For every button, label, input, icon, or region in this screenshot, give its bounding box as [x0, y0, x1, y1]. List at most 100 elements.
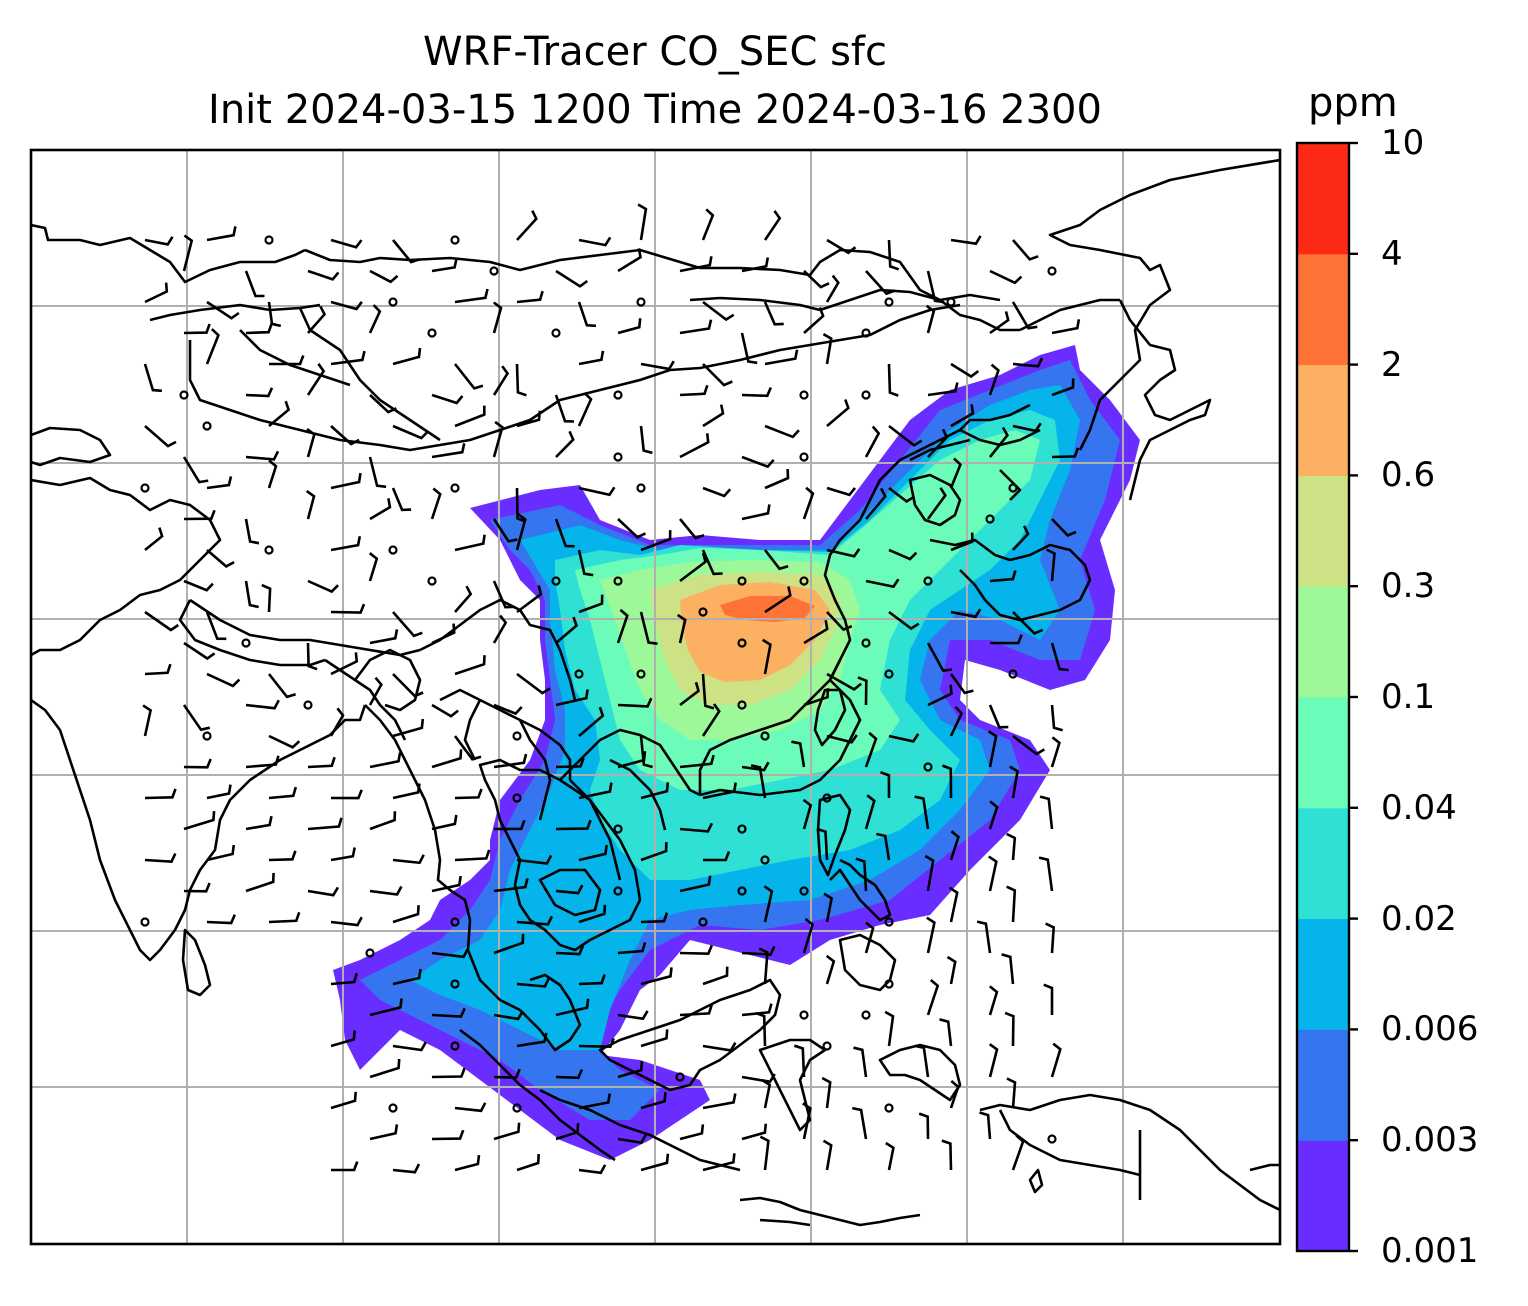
wind-barb [144, 852, 177, 864]
wind-barb [759, 1135, 770, 1171]
wind-barb [701, 703, 721, 737]
wind-barb [144, 788, 177, 800]
wind-barb [307, 886, 340, 897]
wind-barb [330, 972, 359, 986]
calm-wind-circle [1008, 483, 1018, 493]
wind-barb [1012, 734, 1045, 756]
calm-wind-circle [985, 514, 995, 524]
wind-barb [369, 1058, 401, 1079]
wind-barb [369, 269, 399, 284]
wind-barb [454, 405, 486, 428]
wind-barb [245, 872, 275, 893]
concentration-field [333, 345, 1140, 1160]
wind-barb [637, 203, 648, 241]
wind-barb [453, 735, 482, 761]
wind-barb [825, 274, 840, 303]
wind-barb [927, 382, 959, 397]
wind-barb [391, 487, 412, 512]
wind-barb [864, 794, 876, 830]
wind-barb [1050, 1042, 1062, 1078]
wind-barb [1012, 422, 1042, 433]
calm-wind-circle [388, 297, 398, 307]
wind-barb [888, 610, 920, 631]
wind-barb [822, 332, 833, 365]
wind-barb [183, 579, 214, 592]
wind-barb [826, 734, 858, 744]
colorbar-segment [1297, 918, 1349, 1030]
wind-barb [307, 269, 340, 281]
chart-title-line2: Init 2024-03-15 1200 Time 2024-03-16 230… [208, 87, 1102, 133]
wind-barb [268, 355, 305, 366]
calm-wind-circle [884, 669, 894, 679]
wind-barb [617, 1010, 649, 1021]
calm-wind-circle [636, 483, 646, 493]
wind-barb [679, 384, 709, 397]
wind-barb [884, 1010, 895, 1047]
calm-wind-circle [427, 576, 437, 586]
calm-wind-circle [512, 1103, 522, 1113]
wind-barb [515, 363, 527, 397]
wind-barb [679, 433, 710, 459]
colorbar-tick-label: 4 [1381, 233, 1403, 274]
wind-barb [950, 532, 974, 552]
wind-barb [888, 424, 923, 447]
wind-barb [493, 753, 528, 769]
wind-barb [791, 740, 806, 768]
wind-barb [988, 704, 1009, 729]
calm-wind-circle [551, 576, 561, 586]
wind-barb [244, 580, 259, 609]
wind-barb [1012, 357, 1044, 368]
wind-barb [144, 425, 177, 448]
wind-barb [245, 450, 280, 461]
wind-barb [763, 549, 789, 571]
wind-barb [918, 1112, 930, 1140]
wind-barb [927, 428, 949, 458]
wind-barb [822, 1139, 833, 1171]
wind-barb [182, 704, 211, 732]
wind-barb [1001, 953, 1015, 985]
wind-barb [802, 798, 813, 830]
wind-barb [369, 394, 397, 414]
wind-barb [825, 954, 836, 985]
colorbar-segment [1297, 253, 1349, 366]
calm-wind-circle [861, 1010, 871, 1020]
wind-barb [144, 236, 174, 246]
calm-wind-circle [799, 576, 809, 586]
wind-barb [988, 1043, 999, 1078]
wind-barb [516, 915, 554, 926]
wind-barb [330, 350, 366, 366]
wind-barb [741, 257, 770, 273]
calm-wind-circle [179, 390, 189, 400]
wind-barb [329, 707, 345, 737]
wind-barb [182, 456, 209, 484]
wind-barb [914, 1044, 930, 1078]
wind-barb [369, 1124, 399, 1141]
calm-wind-circle [760, 731, 770, 741]
wind-barb [368, 456, 387, 489]
wind-barb [741, 1003, 773, 1017]
calm-wind-circle [737, 700, 747, 710]
calm-wind-circle [489, 266, 499, 276]
wind-barb [617, 751, 647, 769]
wind-barb [144, 527, 164, 552]
calm-wind-circle [923, 576, 933, 586]
wind-barb [578, 486, 616, 497]
calm-wind-circle [822, 1041, 832, 1051]
wind-barb [369, 998, 403, 1017]
wind-barb [330, 652, 359, 676]
wind-barb [268, 400, 291, 427]
wind-barb [640, 360, 675, 371]
wind-barb [555, 1068, 584, 1080]
wind-barb [493, 933, 525, 955]
colorbar-tick-label: 0.001 [1381, 1231, 1479, 1271]
wind-barb [679, 681, 700, 707]
wind-barb [1039, 795, 1054, 830]
wind-barb [578, 844, 608, 862]
wind-barb [740, 332, 758, 365]
calm-wind-circle [698, 917, 708, 927]
calm-wind-circle [923, 762, 933, 772]
wind-barb [865, 578, 900, 589]
wind-barb [764, 424, 800, 439]
wind-barb [555, 757, 585, 769]
wind-barb [616, 608, 629, 644]
